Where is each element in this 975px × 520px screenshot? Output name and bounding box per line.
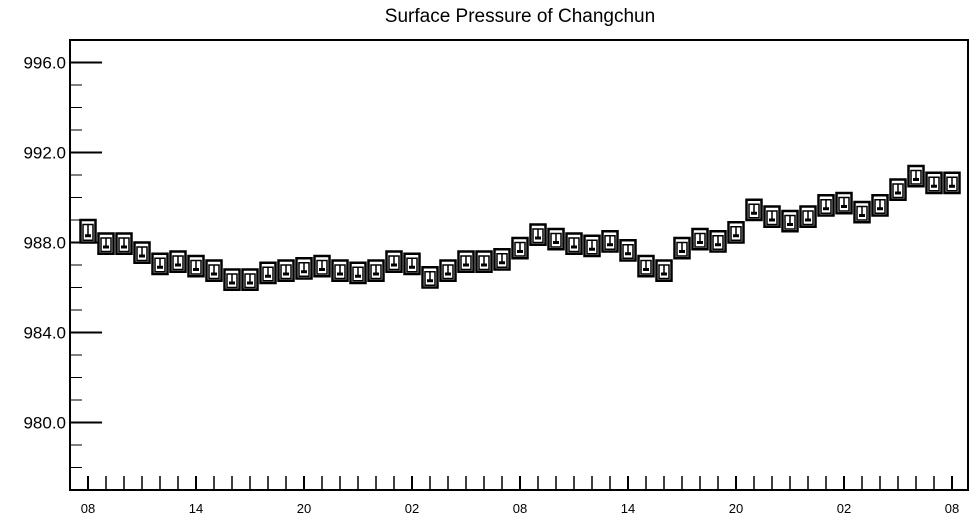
box-item [853, 200, 871, 224]
box-item [871, 194, 889, 217]
y-tick-label: 992.0 [23, 144, 66, 163]
box-item [223, 268, 241, 291]
x-tick-label: 14 [189, 501, 203, 516]
box-item [205, 259, 223, 282]
box-item [259, 261, 277, 285]
x-tick-label: 02 [837, 501, 851, 516]
box-item [601, 230, 619, 253]
box-item [745, 198, 763, 222]
box-series [79, 164, 961, 291]
box-item [295, 257, 313, 280]
x-tick-label: 14 [621, 501, 635, 516]
box-item [493, 248, 511, 271]
box-item [637, 254, 655, 278]
box-item [403, 252, 421, 276]
box-item [385, 250, 403, 273]
box-item [691, 227, 709, 251]
box-item [115, 232, 133, 255]
box-item [583, 234, 601, 258]
box-item [709, 230, 727, 253]
box-item [421, 266, 439, 289]
box-item [727, 221, 745, 244]
x-tick-label: 08 [81, 501, 95, 516]
box-item [475, 250, 493, 273]
box-item [349, 261, 367, 285]
box-item [547, 227, 565, 251]
box-item [799, 205, 817, 228]
box-item [79, 218, 97, 244]
box-item [331, 259, 349, 282]
box-item [781, 209, 799, 233]
box-item [763, 205, 781, 228]
box-item [673, 236, 691, 260]
box-item [889, 178, 907, 201]
box-item [817, 194, 835, 217]
y-tick-label: 980.0 [23, 414, 66, 433]
box-item [367, 259, 385, 282]
box-item [943, 171, 961, 195]
x-tick-label: 20 [297, 501, 311, 516]
box-item [169, 250, 187, 273]
y-tick-label: 996.0 [23, 54, 66, 73]
x-axis: 08 14 20 02 08 14 20 02 08 [81, 476, 959, 516]
box-item [457, 250, 475, 273]
box-item [565, 232, 583, 255]
box-item [907, 164, 925, 188]
x-tick-label: 02 [405, 501, 419, 516]
y-axis: 996.0 992.0 988.0 984.0 980.0 [23, 39, 102, 491]
box-item [835, 191, 853, 215]
box-item [97, 232, 115, 255]
box-item [241, 268, 259, 291]
x-tick-label: 08 [513, 501, 527, 516]
box-item [439, 259, 457, 282]
box-item [187, 254, 205, 278]
x-tick-label: 20 [729, 501, 743, 516]
box-item [925, 171, 943, 195]
box-item [133, 241, 151, 264]
box-item [511, 236, 529, 260]
box-item [313, 254, 331, 278]
box-item [655, 259, 673, 282]
x-tick-label: 08 [945, 501, 959, 516]
box-item [529, 223, 547, 246]
box-item [277, 259, 295, 282]
box-item [619, 239, 637, 262]
chart-title: Surface Pressure of Changchun [385, 6, 655, 27]
y-tick-label: 988.0 [23, 234, 66, 253]
y-tick-label: 984.0 [23, 324, 66, 343]
box-item [151, 252, 169, 276]
